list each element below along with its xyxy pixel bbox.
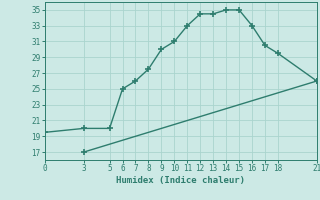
X-axis label: Humidex (Indice chaleur): Humidex (Indice chaleur): [116, 176, 245, 185]
